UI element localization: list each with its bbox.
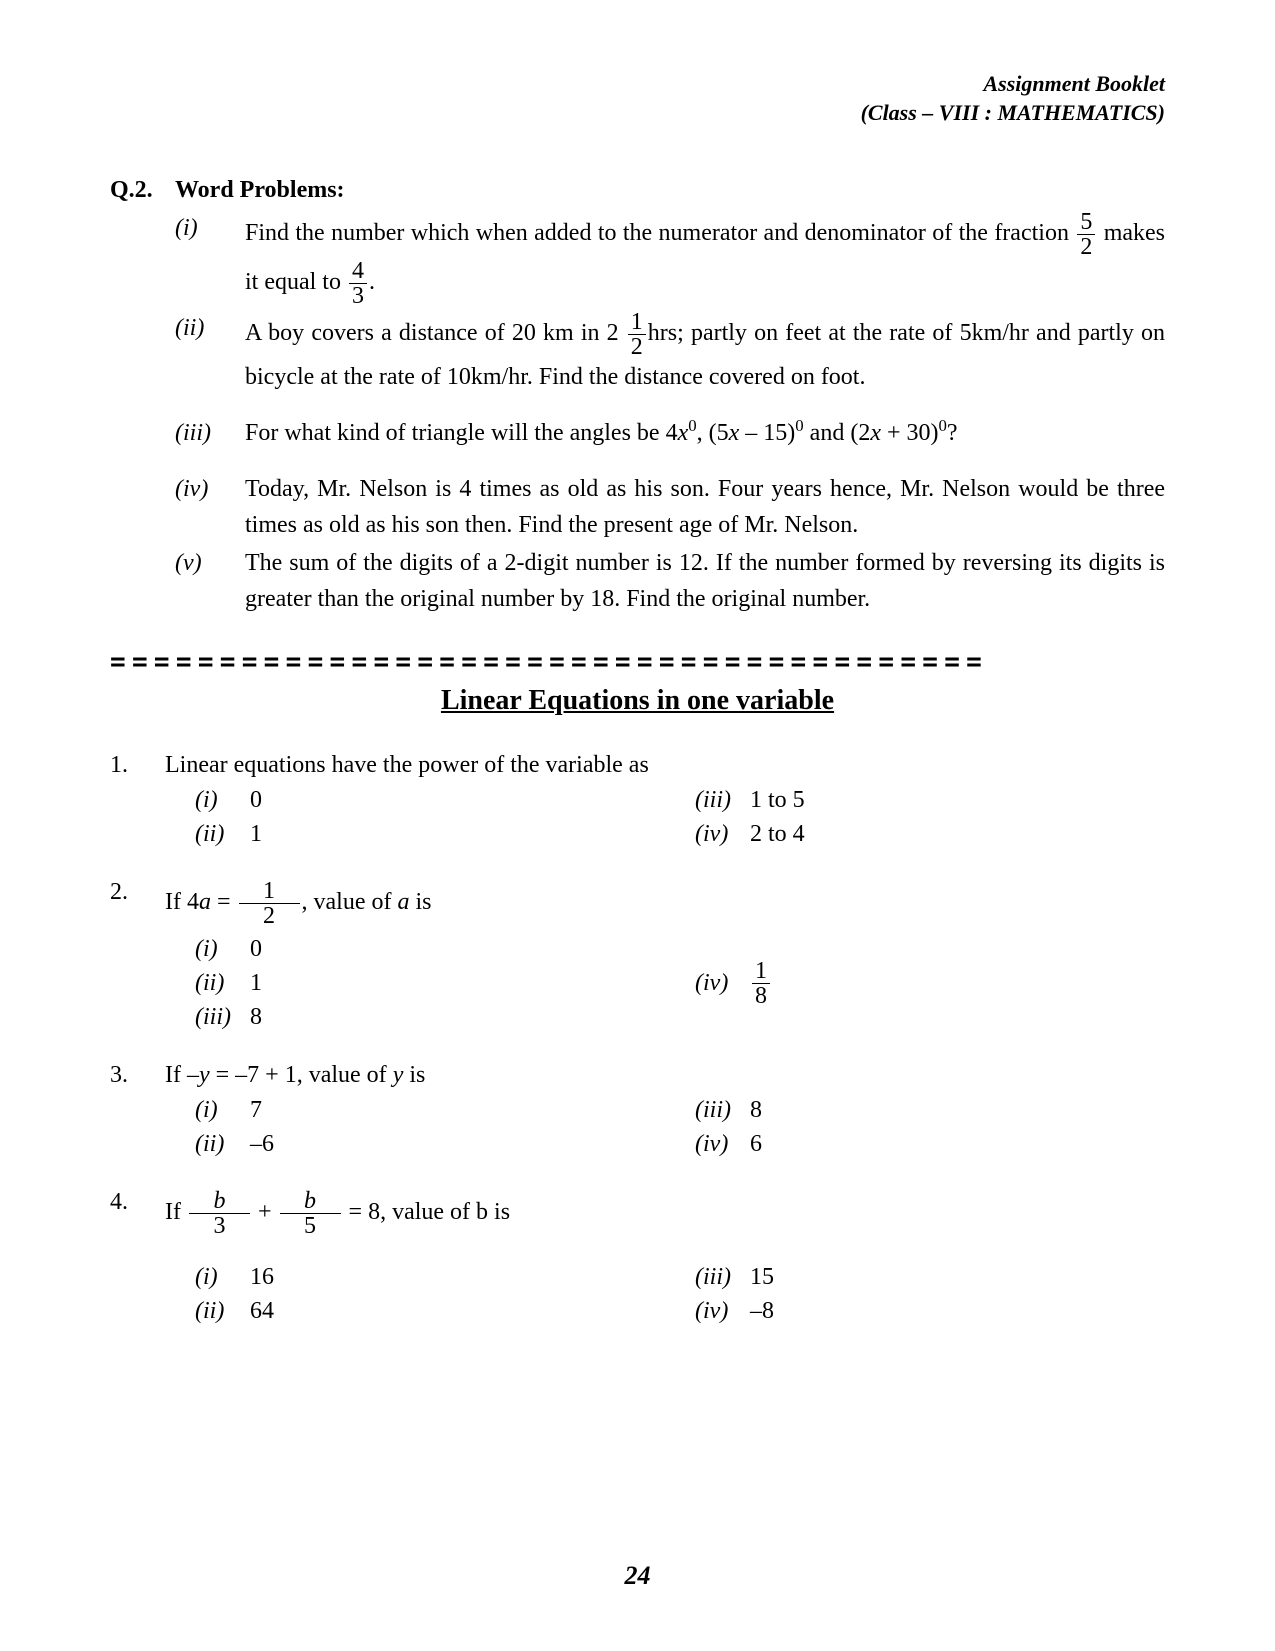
option: (i)7 [195, 1093, 695, 1127]
fraction: 12 [628, 310, 646, 359]
page-header: Assignment Booklet (Class – VIII : MATHE… [110, 70, 1165, 127]
q2-item-iii: (iii) For what kind of triangle will the… [175, 415, 1165, 451]
fraction: 52 [1077, 210, 1095, 259]
sub-text: The sum of the digits of a 2-digit numbe… [245, 545, 1165, 617]
option: (iii)8 [695, 1093, 762, 1127]
mcq-number: 4. [110, 1189, 165, 1238]
option: (iv)2 to 4 [695, 817, 805, 851]
sub-number: (iv) [175, 471, 245, 543]
sub-number: (ii) [175, 310, 245, 395]
option: (ii)64 [195, 1294, 695, 1328]
option: (iii)1 to 5 [695, 783, 805, 817]
option: (ii)1 [195, 817, 695, 851]
section-title: Linear Equations in one variable [110, 685, 1165, 717]
sub-number: (v) [175, 545, 245, 617]
fraction: 18 [752, 959, 770, 1008]
q2-item-iv: (iv) Today, Mr. Nelson is 4 times as old… [175, 471, 1165, 543]
sub-number: (iii) [175, 415, 245, 451]
mcq-4: 4. If b3 + b5 = 8, value of b is [110, 1189, 1165, 1238]
question-title: Word Problems: [175, 177, 345, 204]
page-number: 24 [0, 1561, 1275, 1591]
mcq-3: 3. If –y = –7 + 1, value of y is [110, 1062, 1165, 1089]
fraction: b5 [280, 1189, 341, 1238]
mcq-2-options: (i)0 (ii)1 (iii)8 (iv)18 [195, 932, 1165, 1034]
mcq-stem: If –y = –7 + 1, value of y is [165, 1062, 1165, 1089]
option: (iii)8 [195, 1000, 695, 1034]
question-2-header: Q.2. Word Problems: [110, 177, 1165, 204]
header-line1: Assignment Booklet [110, 70, 1165, 99]
q2-item-ii: (ii) A boy covers a distance of 20 km in… [175, 310, 1165, 395]
mcq-1: 1. Linear equations have the power of th… [110, 752, 1165, 779]
question-number: Q.2. [110, 177, 175, 204]
mcq-number: 2. [110, 879, 165, 928]
sub-text: For what kind of triangle will the angle… [245, 415, 1165, 451]
option: (iv)18 [695, 959, 772, 1008]
option: (i)0 [195, 932, 695, 966]
sub-number: (i) [175, 210, 245, 308]
option: (i)16 [195, 1260, 695, 1294]
option: (iv)6 [695, 1127, 762, 1161]
fraction: 43 [349, 259, 367, 308]
fraction: b3 [189, 1189, 250, 1238]
fraction: 12 [239, 879, 300, 928]
option: (i)0 [195, 783, 695, 817]
mcq-number: 1. [110, 752, 165, 779]
q2-item-i: (i) Find the number which when added to … [175, 210, 1165, 308]
sub-text: A boy covers a distance of 20 km in 2 12… [245, 310, 1165, 395]
mcq-stem: If b3 + b5 = 8, value of b is [165, 1189, 1165, 1238]
divider: ======================================== [110, 647, 1165, 677]
mcq-stem: Linear equations have the power of the v… [165, 752, 1165, 779]
sub-text: Find the number which when added to the … [245, 210, 1165, 308]
sub-text: Today, Mr. Nelson is 4 times as old as h… [245, 471, 1165, 543]
mcq-2: 2. If 4a = 12, value of a is [110, 879, 1165, 928]
mcq-stem: If 4a = 12, value of a is [165, 879, 1165, 928]
page: Assignment Booklet (Class – VIII : MATHE… [0, 0, 1275, 1651]
option: (ii)–6 [195, 1127, 695, 1161]
mcq-3-options: (i)7 (ii)–6 (iii)8 (iv)6 [195, 1093, 1165, 1161]
mcq-4-options: (i)16 (ii)64 (iii)15 (iv)–8 [195, 1260, 1165, 1328]
header-line2: (Class – VIII : MATHEMATICS) [110, 99, 1165, 128]
mcq-1-options: (i)0 (ii)1 (iii)1 to 5 (iv)2 to 4 [195, 783, 1165, 851]
option: (iii)15 [695, 1260, 774, 1294]
q2-item-v: (v) The sum of the digits of a 2-digit n… [175, 545, 1165, 617]
mcq-number: 3. [110, 1062, 165, 1089]
option: (iv)–8 [695, 1294, 774, 1328]
option: (ii)1 [195, 966, 695, 1000]
